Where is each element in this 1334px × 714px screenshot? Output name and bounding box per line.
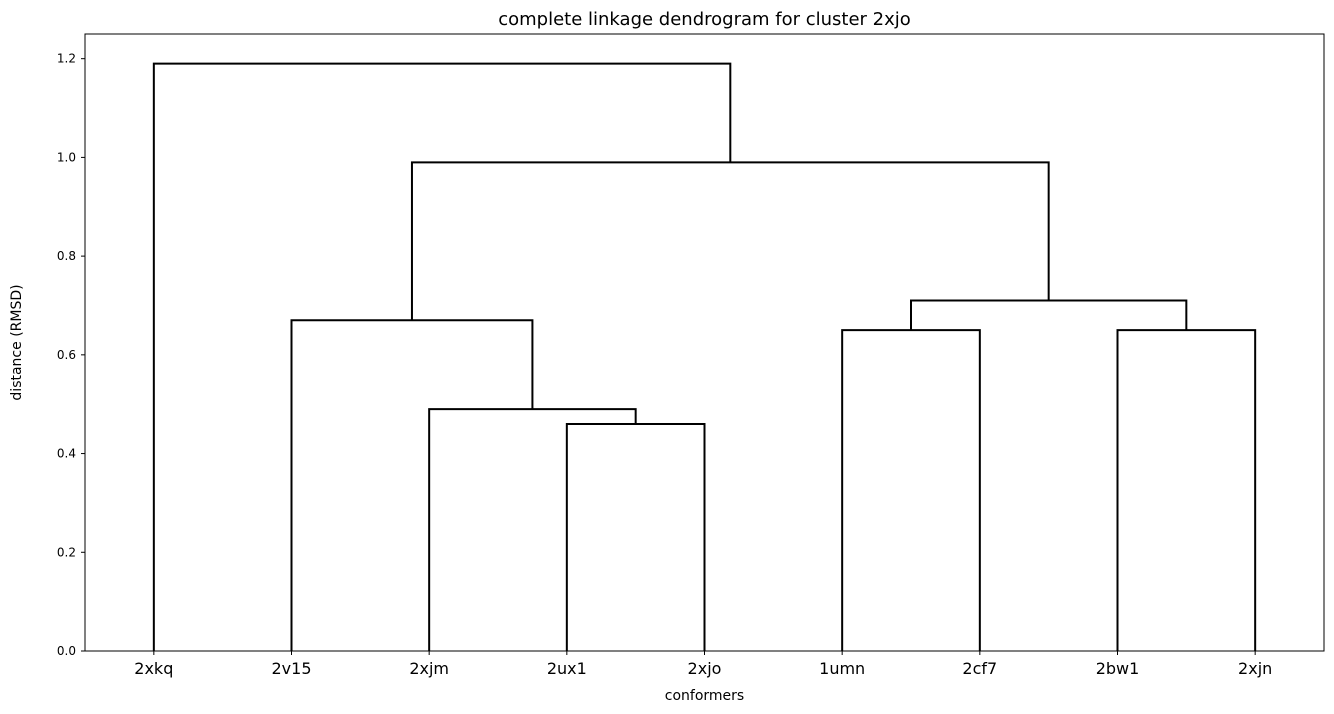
y-tick-label: 0.4 bbox=[57, 447, 76, 461]
dendrogram-link bbox=[290, 319, 534, 651]
y-tick-label: 0.2 bbox=[57, 545, 76, 559]
leaf-label: 2v15 bbox=[271, 659, 311, 678]
dendrogram-link bbox=[910, 299, 1188, 331]
leaf-label: 2cf7 bbox=[962, 659, 997, 678]
dendrogram-link bbox=[1116, 329, 1257, 651]
y-tick-label: 0.0 bbox=[57, 644, 76, 658]
x-axis-ticks: 2xkq 2v15 2xjm 2ux1 2xjo 1umn 2cf7 2bw1 2xjn bbox=[134, 651, 1272, 678]
leaf-label: 2xjm bbox=[409, 659, 449, 678]
leaf-label: 2ux1 bbox=[547, 659, 587, 678]
dendrogram-link bbox=[410, 161, 1050, 321]
dendrogram-link bbox=[152, 62, 732, 651]
dendrogram-links bbox=[152, 62, 1257, 651]
y-tick-label: 0.6 bbox=[57, 348, 76, 362]
dendrogram-link bbox=[428, 408, 637, 651]
leaf-label: 2xjn bbox=[1238, 659, 1272, 678]
y-tick-label: 1.2 bbox=[57, 52, 76, 66]
leaf-label: 2xjo bbox=[688, 659, 722, 678]
y-axis-ticks: 0.0 0.2 0.4 0.6 0.8 1.0 1.2 bbox=[57, 52, 85, 658]
leaf-label: 2xkq bbox=[134, 659, 173, 678]
y-tick-label: 1.0 bbox=[57, 150, 76, 164]
y-axis-label: distance (RMSD) bbox=[9, 284, 25, 400]
dendrogram-link bbox=[841, 329, 981, 651]
dendrogram-link bbox=[565, 422, 706, 651]
leaf-label: 2bw1 bbox=[1096, 659, 1140, 678]
y-tick-label: 0.8 bbox=[57, 249, 76, 263]
x-axis-label: conformers bbox=[665, 688, 744, 704]
leaf-label: 1umn bbox=[819, 659, 865, 678]
chart-title: complete linkage dendrogram for cluster … bbox=[498, 9, 911, 30]
